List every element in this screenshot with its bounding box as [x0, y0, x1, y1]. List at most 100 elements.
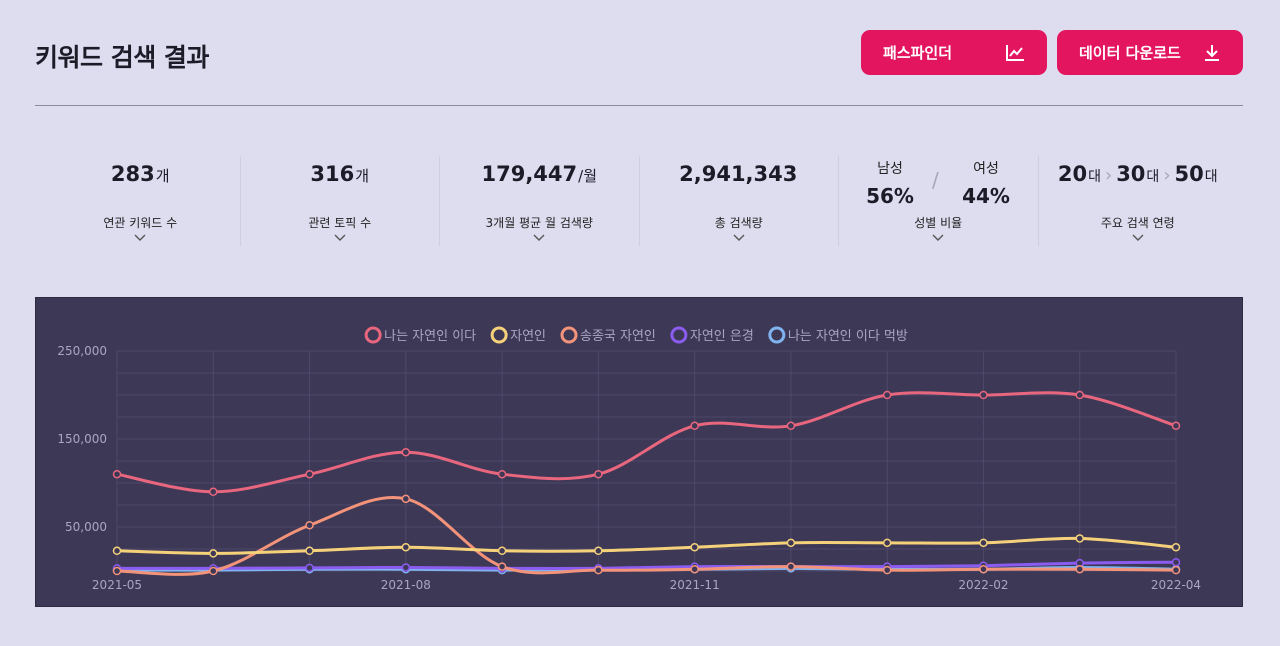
chevron-down-icon[interactable]: [533, 234, 545, 242]
chevron-down-icon[interactable]: [733, 234, 745, 242]
data-point: [305, 469, 314, 479]
female-percent: 44%: [962, 184, 1010, 208]
stat-unit: /월: [578, 167, 597, 185]
x-tick-label: 2022-02: [958, 578, 1008, 592]
stat-label: 관련 토픽 수: [308, 216, 372, 230]
series-line: [116, 391, 1177, 494]
stat-value: 2,941,343: [679, 162, 798, 186]
stat-unit: 개: [155, 167, 170, 185]
data-point: [979, 538, 988, 548]
legend-label: 나는 자연인 이다: [384, 329, 476, 344]
age-unit: 대: [1204, 169, 1218, 185]
stat-monthly-average[interactable]: 179,447 /월 3개월 평균 월 검색량: [440, 156, 640, 246]
age-separator: ›: [1104, 165, 1113, 186]
data-point: [979, 564, 988, 574]
data-point: [1171, 565, 1181, 575]
data-point: [209, 549, 218, 558]
search-trend-chart: 250,000 150,000 50,000 2021-05 2021-08 2021-1…: [35, 297, 1243, 607]
series-line: [116, 536, 1177, 555]
x-tick-label: 2021-08: [381, 578, 431, 592]
legend-label: 송종국 자연인: [580, 329, 656, 344]
data-point: [497, 562, 507, 571]
y-tick-label: 50,000: [65, 520, 107, 534]
data-point: [1171, 557, 1181, 567]
chevron-down-icon[interactable]: [334, 234, 346, 242]
age-unit: 대: [1146, 169, 1160, 185]
stat-related-keywords[interactable]: 283 개 연관 키워드 수: [41, 156, 241, 246]
line-chart-icon: [1005, 44, 1025, 62]
data-point: [209, 566, 218, 576]
download-icon: [1203, 44, 1221, 62]
stat-unit: 개: [355, 167, 370, 185]
data-point: [401, 494, 411, 504]
data-point: [594, 546, 603, 556]
stat-age-groups[interactable]: 20 대 › 30 대 › 50 대 주요 검색 연령: [1039, 156, 1238, 246]
stat-label: 3개월 평균 월 검색량: [485, 216, 593, 230]
gender-separator: /: [932, 168, 939, 192]
stat-gender-ratio[interactable]: 남성 56% / 여성 44% 성별 비율: [839, 156, 1039, 246]
legend-label: 나는 자연인 이다 먹방: [788, 329, 908, 344]
data-point: [979, 390, 988, 400]
data-point: [1075, 534, 1084, 543]
data-point: [1171, 542, 1181, 552]
chevron-down-icon[interactable]: [932, 234, 944, 242]
female-label: 여성: [973, 161, 999, 177]
data-point: [882, 390, 892, 400]
series-line: [116, 496, 1177, 576]
gender-ratio: 남성 56% / 여성 44%: [839, 156, 1038, 212]
data-point: [497, 546, 507, 556]
gender-male: 남성 56%: [855, 156, 925, 208]
x-tick-label: 2022-04: [1151, 578, 1201, 592]
download-data-button[interactable]: 데이터 다운로드: [1057, 30, 1243, 75]
pathfinder-button[interactable]: 패스파인더: [861, 30, 1047, 75]
male-label: 남성: [877, 161, 903, 177]
page-title: 키워드 검색 결과: [35, 43, 209, 72]
stat-label: 총 검색량: [714, 216, 763, 230]
x-tick-label: 2021-11: [670, 578, 720, 592]
header-divider: [35, 105, 1243, 106]
data-point: [690, 421, 699, 431]
legend-label: 자연인: [510, 329, 546, 344]
data-point: [401, 447, 411, 457]
stat-value: 316: [310, 162, 355, 186]
x-tick-label: 2021-05: [92, 578, 142, 592]
stat-related-topics[interactable]: 316 개 관련 토픽 수: [241, 156, 440, 246]
data-point: [1075, 390, 1084, 400]
legend-marker: [490, 326, 508, 344]
data-point: [690, 564, 699, 574]
stat-value: 179,447: [481, 162, 578, 186]
legend-marker: [768, 326, 786, 344]
data-point: [882, 565, 892, 575]
legend-label: 자연인 은경: [690, 329, 754, 344]
data-point: [112, 546, 122, 556]
stat-label: 성별 비율: [914, 216, 963, 230]
data-point: [1075, 564, 1084, 574]
data-point: [690, 542, 699, 552]
age-value: 30: [1116, 162, 1146, 186]
data-point: [1171, 421, 1181, 431]
series-line: [116, 560, 1177, 571]
stats-bar: 283 개 연관 키워드 수 316 개 관련 토픽 수 179,447 /월 …: [41, 156, 1237, 246]
gender-female: 여성 44%: [951, 156, 1021, 208]
data-point: [401, 563, 411, 572]
data-point: [594, 565, 603, 575]
data-point: [305, 520, 314, 530]
data-point: [112, 566, 122, 576]
legend-marker: [560, 326, 578, 344]
data-point: [786, 562, 796, 571]
stat-label: 연관 키워드 수: [103, 216, 178, 230]
data-point: [305, 563, 314, 573]
age-value: 20: [1057, 162, 1088, 186]
male-percent: 56%: [866, 184, 914, 208]
legend-marker: [364, 326, 382, 344]
chevron-down-icon[interactable]: [134, 234, 146, 242]
chevron-down-icon[interactable]: [1132, 234, 1144, 242]
y-tick-label: 250,000: [57, 344, 107, 358]
stat-total-volume[interactable]: 2,941,343 총 검색량: [640, 156, 839, 246]
data-point: [786, 421, 796, 431]
download-button-label: 데이터 다운로드: [1079, 44, 1181, 62]
stat-value: 283: [110, 162, 155, 186]
data-point: [112, 469, 122, 479]
data-point: [209, 487, 218, 497]
pathfinder-button-label: 패스파인더: [883, 44, 953, 62]
